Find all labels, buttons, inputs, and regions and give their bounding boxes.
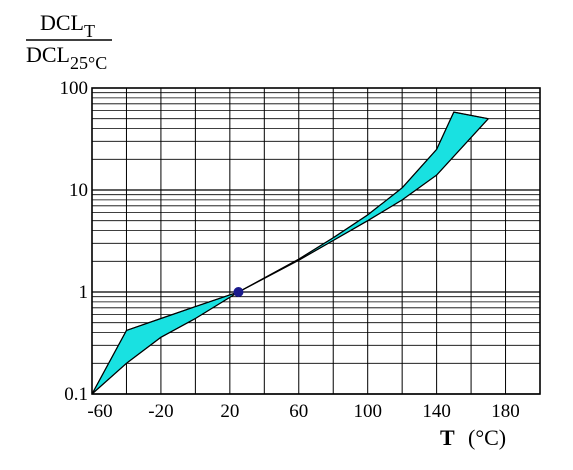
x-tick-label: 60 [289, 401, 308, 422]
x-tick-labels: -60 -20 20 60 100 140 180 [87, 401, 519, 422]
tolerance-band [91, 111, 489, 395]
x-tick-label: 100 [353, 401, 382, 422]
reference-point-dot [233, 287, 244, 297]
x-axis-label-unit: (°C) [468, 425, 506, 450]
y-tick-label: 0.1 [64, 384, 88, 405]
x-tick-label: -20 [148, 401, 173, 422]
y-axis-label: DCLT DCL25°C [26, 10, 112, 73]
y-label-numerator: DCLT [40, 10, 95, 41]
y-tick-label: 100 [60, 78, 89, 99]
x-tick-label: 140 [422, 401, 451, 422]
y-tick-label: 1 [79, 282, 89, 303]
x-tick-label: 180 [491, 401, 520, 422]
x-tick-label: 20 [220, 401, 239, 422]
y-label-denominator: DCL25°C [26, 42, 107, 73]
lower-limit-line [91, 118, 489, 395]
x-tick-label: -60 [87, 401, 112, 422]
upper-limit-line [91, 111, 489, 395]
plot-border [91, 87, 541, 395]
x-axis-label-symbol: T [440, 425, 455, 450]
y-tick-label: 10 [69, 180, 88, 201]
tolerance-band-area [91, 111, 489, 395]
reference-point [233, 287, 244, 297]
y-tick-labels: 0.1 1 10 100 [60, 78, 89, 405]
plot-frame [91, 87, 541, 395]
